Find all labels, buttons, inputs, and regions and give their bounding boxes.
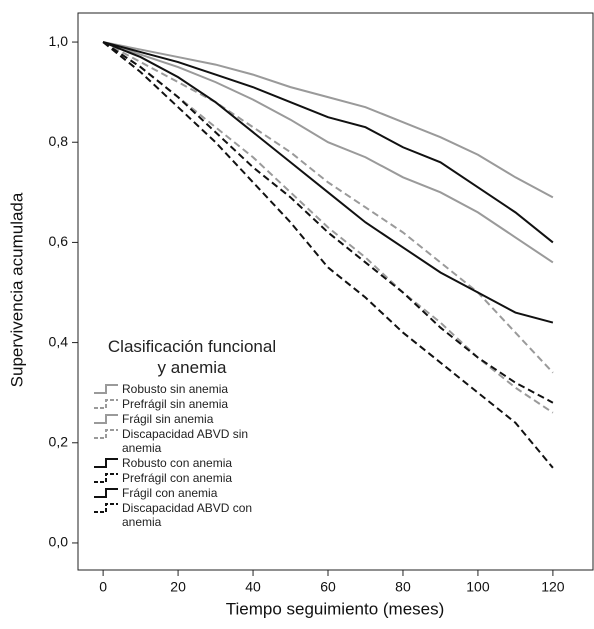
legend-title-line: y anemia <box>157 358 227 377</box>
legend-title-line: Clasificación funcional <box>107 337 277 356</box>
plot-frame <box>77 12 594 571</box>
legend: Clasificación funcional y anemia Robusto … <box>92 336 292 530</box>
legend-swatch <box>94 414 118 424</box>
y-tick-label: 0,4 <box>49 333 69 349</box>
y-tick-label: 0,2 <box>49 433 69 449</box>
legend-item: Discapacidad ABVD con anemia <box>92 501 292 529</box>
x-tick-label: 40 <box>245 579 261 595</box>
legend-label: Prefrágil con anemia <box>122 471 233 485</box>
legend-symbol <box>94 384 118 394</box>
legend-swatch <box>94 488 118 498</box>
legend-symbol <box>94 488 118 498</box>
survival-line <box>102 41 554 404</box>
x-tick-label: 20 <box>170 579 186 595</box>
legend-label: Frágil con anemia <box>122 486 218 500</box>
legend-swatch <box>94 458 118 468</box>
y-tick-label: 0,6 <box>49 233 69 249</box>
legend-swatch <box>94 503 118 513</box>
legend-symbol <box>94 473 118 483</box>
x-tick-label: 80 <box>395 579 411 595</box>
legend-item: Prefrágil sin anemia <box>92 397 292 411</box>
legend-symbol <box>94 503 118 513</box>
legend-item: Robusto sin anemia <box>92 382 292 396</box>
survival-line <box>102 41 554 469</box>
x-tick-label: 0 <box>99 579 107 595</box>
y-tick-label: 0,0 <box>49 534 69 550</box>
survival-line <box>102 41 554 324</box>
legend-label: Frágil sin anemia <box>122 412 214 426</box>
survival-line <box>102 41 554 264</box>
survival-line <box>102 41 554 244</box>
legend-item: Frágil con anemia <box>92 486 292 500</box>
y-tick-label: 0,8 <box>49 133 69 149</box>
legend-swatch <box>94 429 118 439</box>
legend-item: Robusto con anemia <box>92 456 292 470</box>
legend-label: Discapacidad ABVD sin anemia <box>122 427 249 455</box>
legend-item: Discapacidad ABVD sin anemia <box>92 427 292 455</box>
legend-symbol <box>94 458 118 468</box>
x-tick-label: 60 <box>320 579 336 595</box>
legend-label: Discapacidad ABVD con anemia <box>122 501 253 529</box>
survival-line <box>102 41 554 199</box>
x-tick-label: 120 <box>541 579 565 595</box>
legend-label: Prefrágil sin anemia <box>122 397 229 411</box>
legend-symbol <box>94 399 118 409</box>
legend-symbol <box>94 414 118 424</box>
y-axis-label: Supervivencia acumulada <box>7 192 26 387</box>
x-tick-label: 100 <box>466 579 490 595</box>
legend-title: Clasificación funcional y anemia <box>92 336 292 378</box>
legend-swatch <box>94 384 118 394</box>
legend-label: Robusto sin anemia <box>122 382 229 396</box>
legend-item: Prefrágil con anemia <box>92 471 292 485</box>
legend-symbol <box>94 429 118 439</box>
legend-swatch <box>94 399 118 409</box>
x-axis-label: Tiempo seguimiento (meses) <box>226 599 445 618</box>
y-tick-label: 1,0 <box>49 33 69 49</box>
legend-swatch <box>94 473 118 483</box>
legend-item: Frágil sin anemia <box>92 412 292 426</box>
legend-label: Robusto con anemia <box>122 456 233 470</box>
